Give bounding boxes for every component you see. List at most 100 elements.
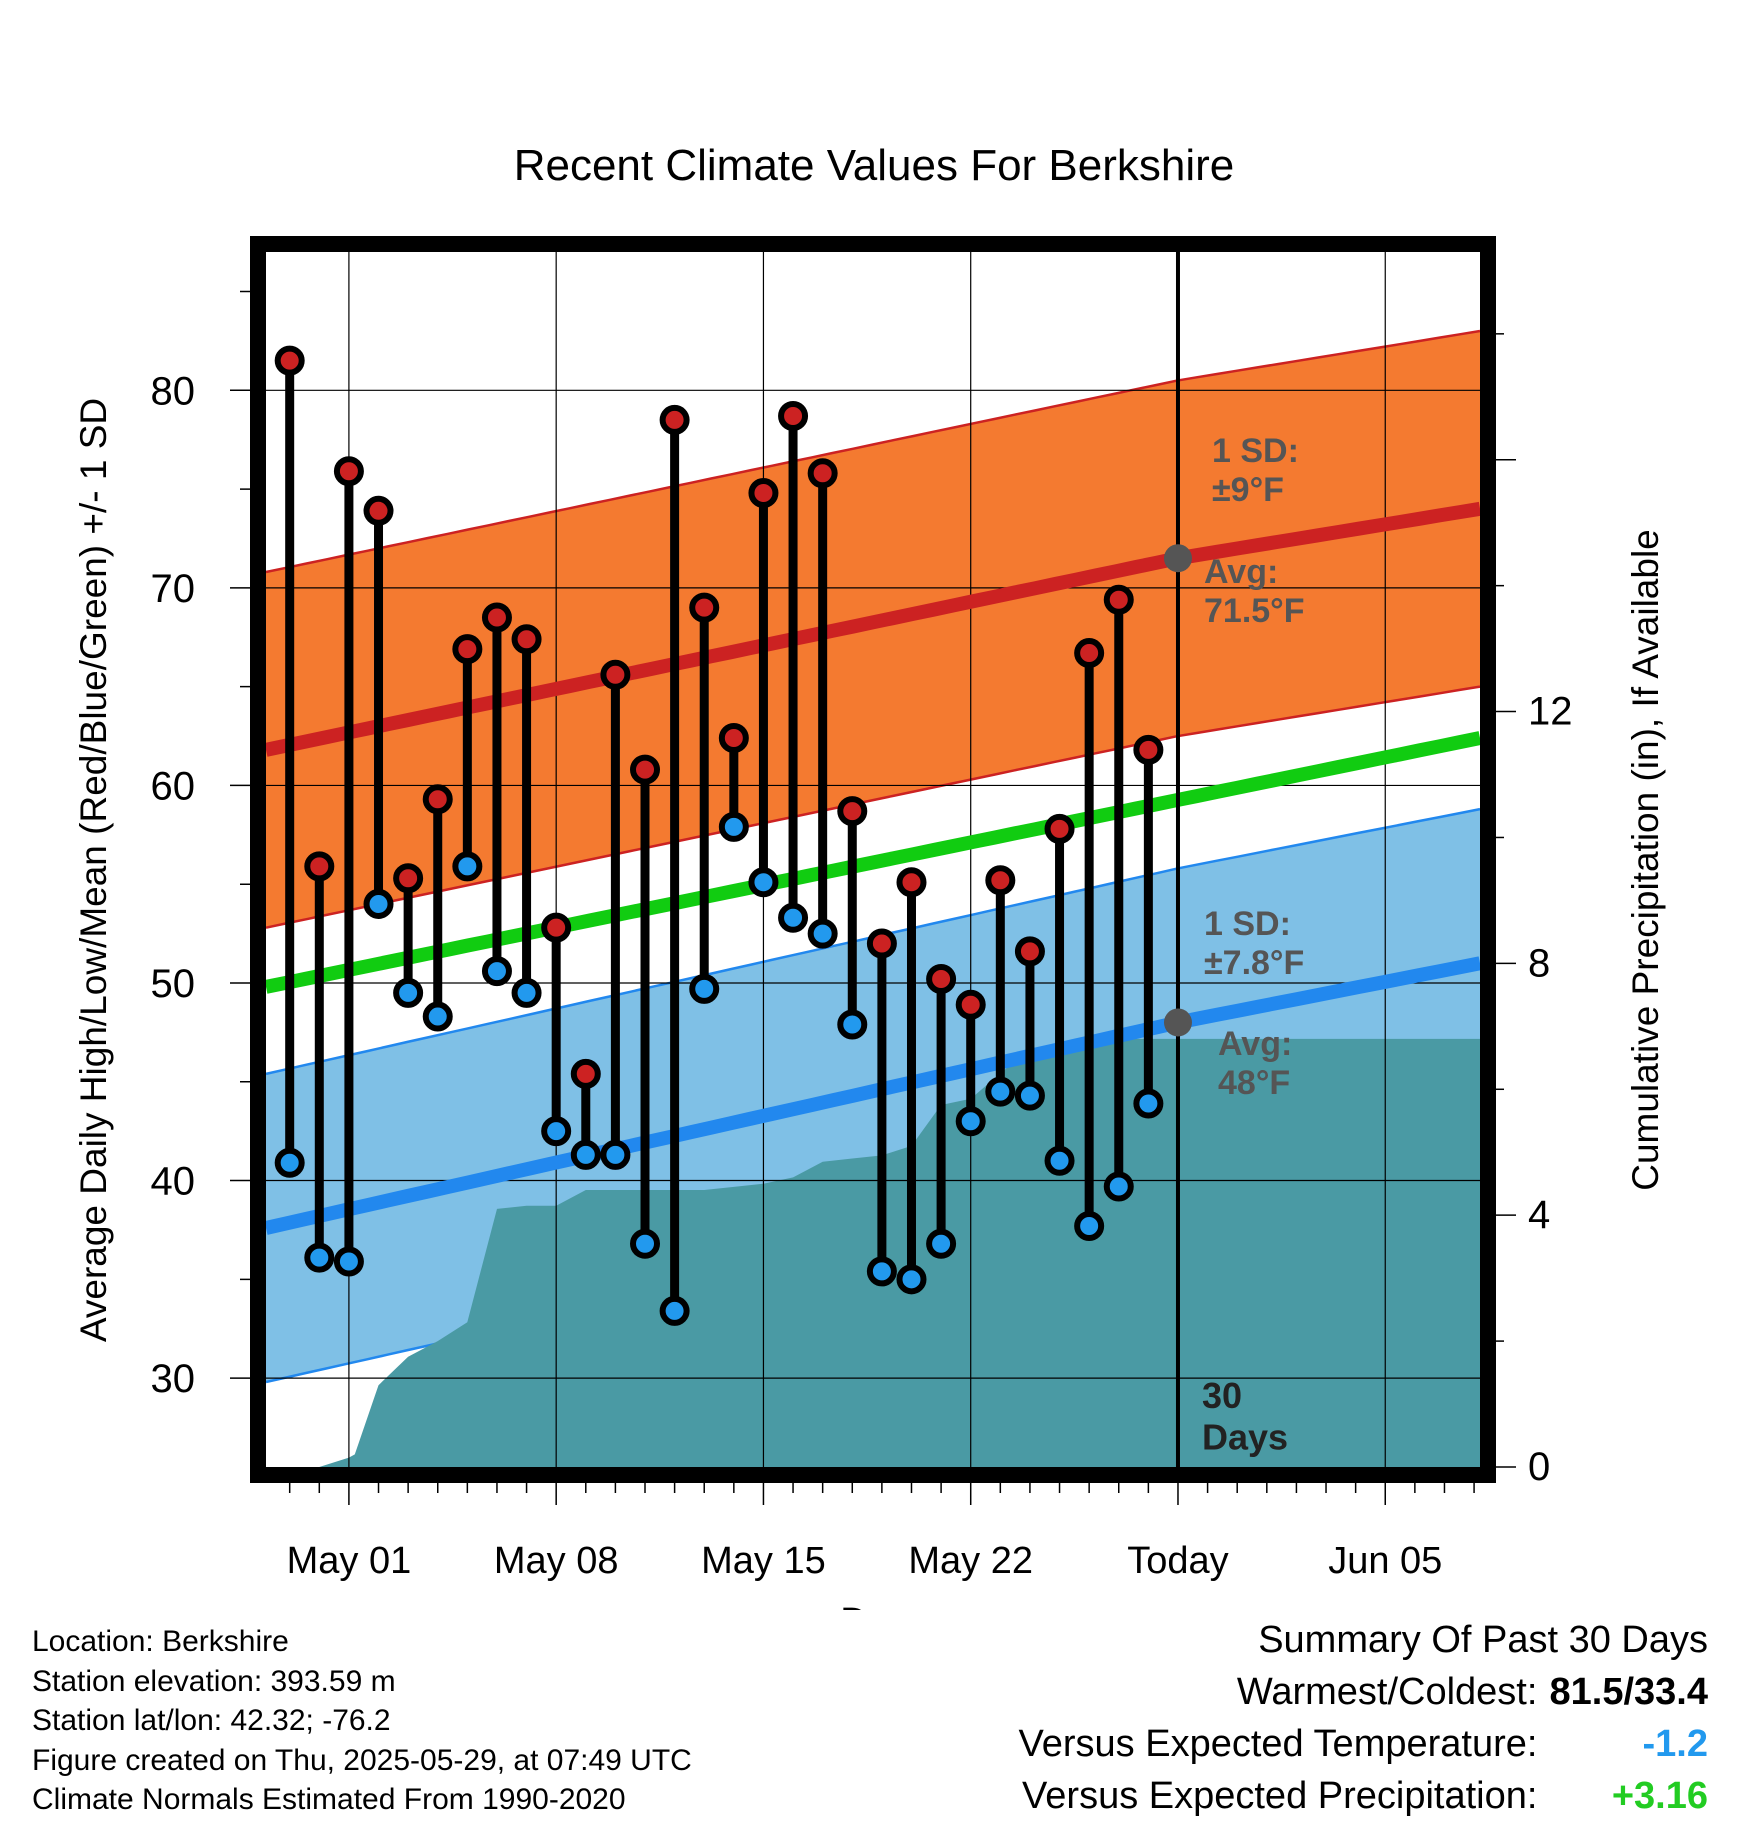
high-sd-label: 1 SD: ±9°F <box>1212 432 1299 509</box>
high-temp-point <box>363 495 394 526</box>
low-temp-point <box>718 811 749 842</box>
low-temp-point <box>1074 1210 1105 1241</box>
x-tick-label: Jun 05 <box>1328 1540 1442 1582</box>
high-temp-point <box>985 865 1016 896</box>
low-temp-point <box>689 973 720 1004</box>
chart-title: Recent Climate Values For Berkshire <box>514 141 1235 190</box>
low-temp-point <box>926 1228 957 1259</box>
y2-tick-label: 0 <box>1528 1445 1550 1489</box>
x-tick-label: May 15 <box>701 1540 826 1582</box>
low-temp-point <box>866 1256 897 1287</box>
low-temp-point <box>541 1116 572 1147</box>
high-temp-point <box>1044 813 1075 844</box>
high-temp-point <box>1133 734 1164 765</box>
low-temp-point <box>570 1139 601 1170</box>
location-text: Location: Berkshire <box>32 1625 289 1658</box>
station-info: Location: Berkshire Station elevation: 3… <box>32 1622 692 1820</box>
high-temp-point <box>748 478 779 509</box>
created-text: Figure created on Thu, 2025-05-29, at 07… <box>32 1743 692 1777</box>
low-temp-point <box>778 902 809 933</box>
low-avg-line <box>264 956 1482 1235</box>
low-temp-point <box>274 1147 305 1178</box>
mean-avg-line <box>264 731 1482 994</box>
high-temp-point <box>659 404 690 435</box>
low-temp-point <box>363 888 394 919</box>
high-temp-point <box>689 592 720 623</box>
summary-row-temp: Versus Expected Temperature: -1.2 <box>1019 1718 1708 1770</box>
low-temp-point <box>1133 1088 1164 1119</box>
high-temp-point <box>718 723 749 753</box>
high-temp-point <box>570 1058 601 1089</box>
low-temp-point <box>1103 1171 1134 1202</box>
low-temp-point <box>837 1009 868 1040</box>
high-sd-lower-edge <box>265 685 1481 929</box>
summary-row-precip: Versus Expected Precipitation: +3.16 <box>1019 1770 1708 1822</box>
high-temp-point <box>600 659 631 690</box>
high-temp-point <box>452 634 483 665</box>
high-temp-point <box>630 754 661 785</box>
x-axis-label: Day <box>840 1601 908 1610</box>
low-temp-point <box>511 977 542 1008</box>
high-temp-point <box>541 912 572 943</box>
y-tick-label: 70 <box>151 567 196 611</box>
low-temp-point <box>896 1264 927 1295</box>
high-temp-point <box>778 400 809 431</box>
high-temp-point <box>1103 584 1134 615</box>
high-temp-point <box>896 867 927 898</box>
high-temp-point <box>926 964 957 995</box>
low-temp-point <box>807 918 838 949</box>
x-tick-label: May 22 <box>908 1540 1033 1582</box>
precipitation-area <box>319 1038 1480 1467</box>
y2-axis-label: Cumulative Precipitation (in), If Availa… <box>1625 529 1666 1191</box>
y-tick-label: 50 <box>151 962 196 1006</box>
plot-frame <box>250 236 1496 1483</box>
low-temp-point <box>659 1295 690 1326</box>
high-temp-point <box>1074 638 1105 669</box>
low-temp-point <box>481 956 512 987</box>
temp-value: -1.2 <box>1642 1723 1708 1765</box>
y2-tick-label: 8 <box>1528 941 1550 985</box>
summary-panel: Summary Of Past 30 Days Warmest/Coldest:… <box>1019 1614 1708 1822</box>
precip-value: +3.16 <box>1611 1775 1708 1817</box>
x-tick-label: Today <box>1127 1540 1228 1582</box>
y-tick-label: 30 <box>151 1357 196 1401</box>
high-temp-point <box>304 851 335 882</box>
y-axis-label: Average Daily High/Low/Mean (Red/Blue/Gr… <box>73 398 114 1342</box>
plot-area: 1 SD: ±9°F Avg: 71.5°F 1 SD: ±7.8°F Avg: 48°F 30… <box>151 236 1573 1582</box>
climate-chart: Recent Climate Values For Berkshire 1 SD… <box>73 141 1666 1610</box>
high-temp-point <box>1014 936 1045 967</box>
low-temp-point <box>452 851 483 882</box>
high-temp-point <box>866 928 897 959</box>
high-avg-label: Avg: 71.5°F <box>1204 553 1305 630</box>
low-temp-point <box>748 867 779 898</box>
high-temp-point <box>837 796 868 827</box>
low-temp-point <box>630 1228 661 1259</box>
x-tick-label: May 08 <box>494 1540 619 1582</box>
high-temp-point <box>955 989 986 1020</box>
low-temp-point <box>393 977 424 1008</box>
high-temp-point <box>393 863 424 894</box>
low-temp-point <box>985 1076 1016 1107</box>
low-avg-label: Avg: 48°F <box>1218 1025 1292 1102</box>
low-sd-label: 1 SD: ±7.8°F <box>1204 905 1304 982</box>
low-temp-point <box>304 1242 335 1273</box>
precip-label: Versus Expected Precipitation: <box>1022 1775 1538 1817</box>
y2-tick-label: 4 <box>1528 1193 1550 1237</box>
y-tick-label: 80 <box>151 369 196 413</box>
y-tick-label: 60 <box>151 764 196 808</box>
high-temp-point <box>807 458 838 489</box>
high-temp-point <box>274 345 305 376</box>
summary-title: Summary Of Past 30 Days <box>1258 1619 1708 1661</box>
x-tick-label: May 01 <box>287 1540 412 1582</box>
high-temp-point <box>422 784 453 815</box>
high-temp-point <box>481 602 512 633</box>
warm-cold-value: 81.5/33.4 <box>1549 1671 1708 1713</box>
y-tick-label: 40 <box>151 1160 196 1204</box>
today-low-avg-marker <box>1163 1008 1192 1037</box>
elevation-text: Station elevation: 393.59 m <box>32 1664 396 1698</box>
warm-cold-label: Warmest/Coldest: <box>1236 1671 1538 1713</box>
high-temp-point <box>333 456 364 487</box>
low-temp-point <box>1044 1145 1075 1176</box>
low-temp-point <box>600 1139 631 1170</box>
high-temp-point <box>511 624 542 655</box>
